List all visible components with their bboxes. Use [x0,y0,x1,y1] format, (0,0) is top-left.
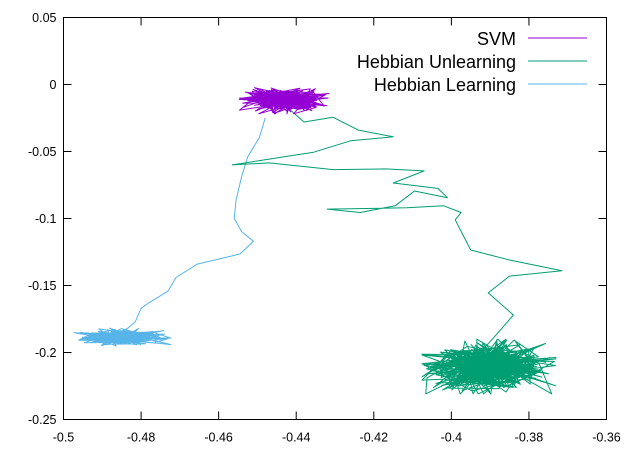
y-tick-label: -0.2 [35,346,57,360]
series-line-svm [239,87,330,115]
legend: SVM Hebbian Unlearning Hebbian Learning [357,29,587,95]
legend-label-hebbian-unlearning: Hebbian Unlearning [357,52,516,72]
y-tick-label: -0.1 [35,212,57,226]
x-tick-label: -0.36 [592,431,621,445]
x-tick-label: -0.48 [127,431,156,445]
x-tick-label: -0.5 [53,431,75,445]
legend-label-hebbian-learning: Hebbian Learning [374,75,516,95]
series-line-hebbian-unlearning [231,106,563,395]
y-tick-label: -0.05 [28,145,57,159]
x-tick-label: -0.38 [515,431,544,445]
x-tick-label: -0.4 [441,431,463,445]
y-tick-label: 0.05 [32,11,56,25]
data-layer [73,87,563,395]
x-tick-label: -0.42 [360,431,389,445]
y-tick-label: -0.25 [28,413,57,427]
legend-label-svm: SVM [477,29,516,49]
x-tick-label: -0.44 [282,431,311,445]
y-tick-label: 0 [50,78,57,92]
series-line-hebbian-learning [73,117,266,347]
x-tick-label: -0.46 [204,431,233,445]
y-tick-label: -0.15 [28,279,57,293]
axis-layer: -0.5 -0.48 -0.46 -0.44 -0.42 -0.4 -0.38 -0.36 0.… [28,11,621,445]
